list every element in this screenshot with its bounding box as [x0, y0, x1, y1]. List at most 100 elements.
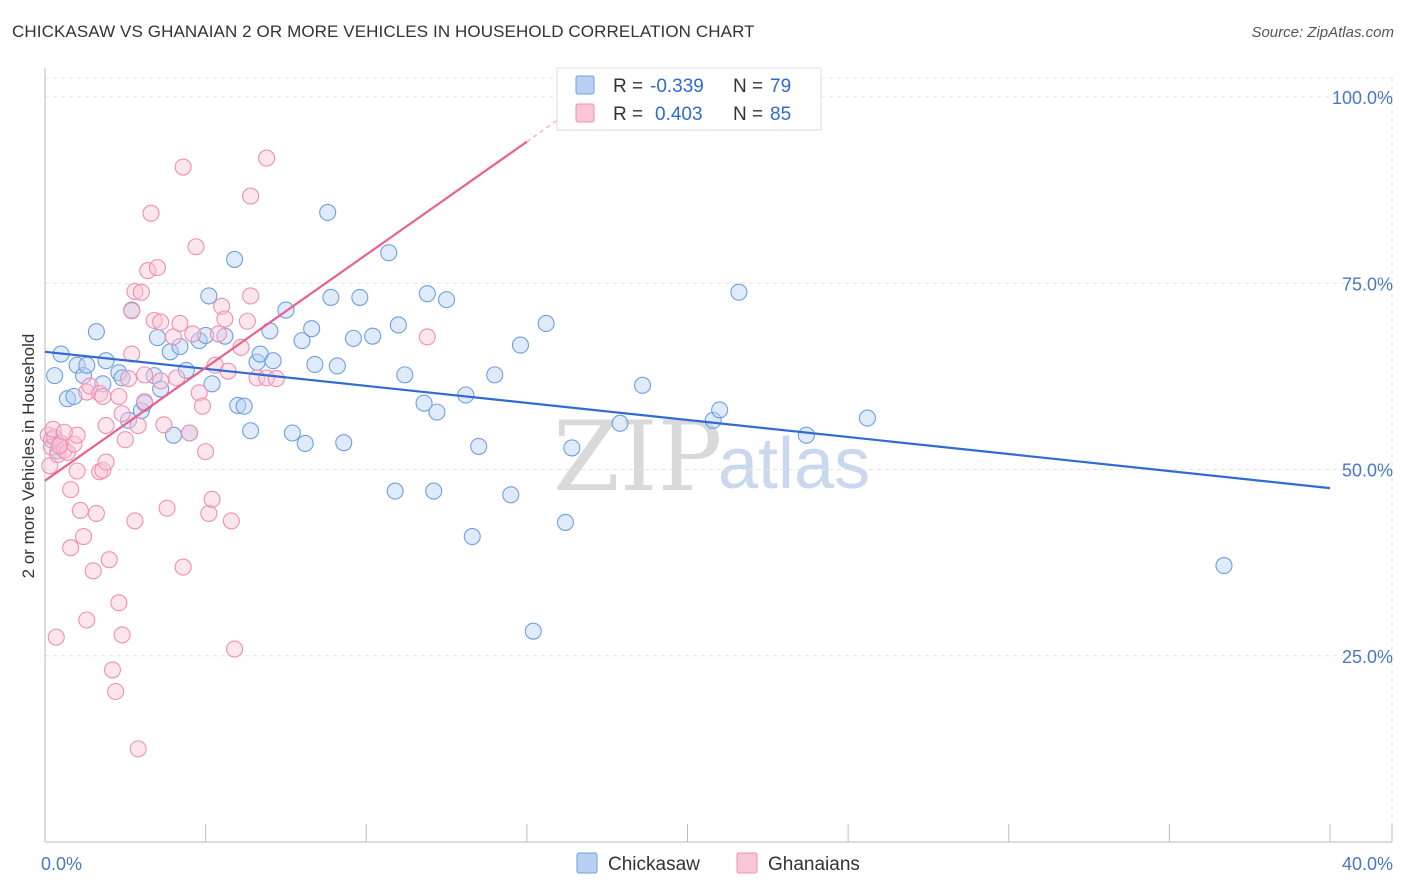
point-ghanaians: [113, 626, 131, 644]
point-ghanaians: [100, 551, 118, 569]
point-chickasaw: [46, 367, 64, 385]
point-ghanaians: [242, 187, 260, 205]
point-chickasaw: [428, 403, 446, 421]
bottom-legend-chickasaw: Chickasaw: [608, 854, 700, 875]
point-ghanaians: [62, 481, 80, 499]
point-ghanaians: [94, 387, 112, 406]
y-tick-label: 25.0%: [1342, 647, 1393, 667]
point-chickasaw: [110, 364, 128, 382]
point-ghanaians: [145, 311, 163, 330]
point-chickasaw: [296, 434, 314, 452]
point-chickasaw: [335, 434, 353, 452]
point-ghanaians: [123, 302, 141, 320]
point-ghanaians: [200, 504, 218, 523]
point-chickasaw: [415, 394, 433, 412]
data-points: [39, 149, 1233, 758]
y-tick-label: 100.0%: [1332, 88, 1393, 108]
point-chickasaw: [351, 288, 369, 306]
legend-r-value-2: 0.403: [655, 104, 703, 125]
point-ghanaians: [91, 384, 109, 403]
point-ghanaians: [78, 611, 96, 629]
point-ghanaians: [47, 628, 65, 646]
x-tick-label: 0.0%: [41, 854, 82, 874]
point-ghanaians: [97, 416, 115, 435]
point-chickasaw: [425, 482, 443, 500]
point-ghanaians: [126, 512, 144, 530]
y-axis-title: 2 or more Vehicles in Household: [19, 334, 38, 579]
point-chickasaw: [396, 366, 414, 384]
point-ghanaians: [139, 262, 157, 280]
point-chickasaw: [524, 622, 542, 640]
point-ghanaians: [97, 453, 115, 471]
point-chickasaw: [537, 314, 555, 333]
point-ghanaians: [50, 437, 69, 455]
point-ghanaians: [174, 558, 192, 576]
point-ghanaians: [225, 640, 244, 658]
point-ghanaians: [62, 539, 80, 557]
point-ghanaians: [203, 490, 221, 508]
point-chickasaw: [470, 437, 488, 455]
point-chickasaw: [611, 414, 629, 432]
point-chickasaw: [113, 369, 131, 387]
point-chickasaw: [78, 356, 96, 374]
point-ghanaians: [181, 424, 199, 442]
legend-n-value-1: 79: [770, 76, 791, 97]
legend-r-label-1: R =: [613, 76, 643, 97]
point-ghanaians: [129, 740, 147, 758]
point-chickasaw: [502, 486, 520, 504]
point-chickasaw: [322, 288, 340, 306]
point-ghanaians: [129, 416, 147, 435]
point-ghanaians: [68, 462, 86, 480]
point-ghanaians: [209, 325, 228, 343]
watermark-zip: ZIP: [553, 401, 722, 513]
source-label: Source: ZipAtlas.com: [1251, 24, 1394, 41]
point-chickasaw: [1215, 557, 1233, 575]
point-ghanaians: [197, 443, 215, 461]
point-chickasaw: [344, 329, 362, 347]
point-ghanaians: [116, 431, 134, 449]
point-chickasaw: [386, 482, 404, 500]
bottom-legend-swatch-chickasaw: [576, 852, 598, 874]
bottom-legend-ghanaians: Ghanaians: [768, 854, 860, 875]
point-ghanaians: [65, 435, 83, 453]
point-chickasaw: [197, 326, 215, 344]
series-legend: Chickasaw Ghanaians: [576, 852, 860, 875]
point-ghanaians: [155, 416, 173, 434]
legend-n-value-2: 85: [770, 104, 791, 125]
point-ghanaians: [136, 366, 154, 384]
point-ghanaians: [75, 527, 93, 546]
point-chickasaw: [229, 396, 247, 414]
point-ghanaians: [107, 682, 125, 701]
point-ghanaians: [267, 370, 285, 388]
point-chickasaw: [293, 332, 311, 350]
point-chickasaw: [730, 283, 748, 301]
y-tick-label: 50.0%: [1342, 461, 1393, 481]
point-chickasaw: [203, 375, 221, 393]
point-chickasaw: [75, 367, 93, 385]
point-ghanaians: [142, 204, 160, 222]
y-tick-label: 75.0%: [1342, 274, 1393, 294]
point-chickasaw: [87, 323, 105, 341]
point-ghanaians: [103, 661, 122, 679]
point-chickasaw: [283, 424, 301, 442]
point-chickasaw: [711, 401, 729, 419]
point-chickasaw: [216, 327, 234, 345]
point-ghanaians: [84, 562, 102, 580]
point-chickasaw: [242, 422, 260, 440]
legend-swatch-chickasaw: [575, 75, 595, 95]
point-chickasaw: [633, 376, 652, 394]
point-chickasaw: [264, 352, 282, 370]
point-ghanaians: [87, 504, 105, 523]
point-ghanaians: [242, 287, 260, 305]
point-chickasaw: [68, 356, 86, 374]
point-chickasaw: [328, 357, 346, 375]
point-chickasaw: [306, 355, 324, 374]
point-chickasaw: [556, 513, 574, 531]
point-ghanaians: [126, 282, 144, 300]
point-chickasaw: [797, 426, 815, 444]
point-chickasaw: [225, 250, 244, 268]
legend-swatch-ghanaians: [575, 103, 595, 123]
legend-n-label-1: N =: [733, 76, 763, 97]
legend-r-value-1: -0.339: [650, 76, 704, 97]
point-ghanaians: [158, 499, 176, 517]
